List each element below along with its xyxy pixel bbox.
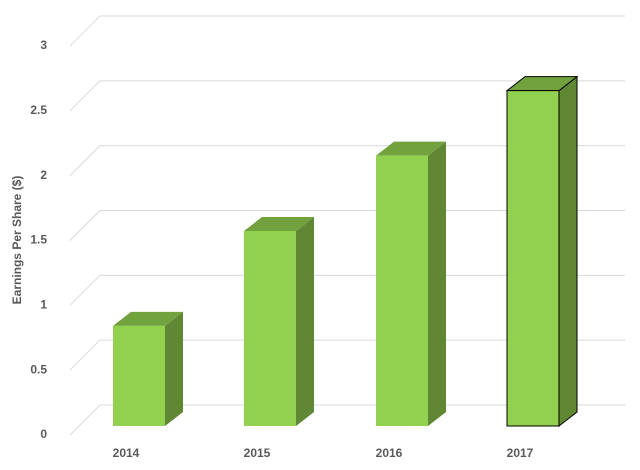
x-tick-label: 2015	[244, 446, 271, 460]
bar	[113, 325, 165, 426]
grid-line	[69, 339, 625, 371]
bar	[506, 90, 560, 427]
y-tick-label: 0.5	[30, 362, 47, 376]
bar-side	[428, 141, 446, 426]
y-axis-label: Earnings Per Share ($)	[10, 176, 24, 305]
grid-line	[69, 15, 625, 47]
y-tick-label: 1	[40, 298, 47, 312]
bar-top	[113, 311, 183, 326]
bar-top	[376, 141, 446, 156]
y-tick-label: 2	[40, 168, 47, 182]
x-tick-label: 2014	[113, 446, 140, 460]
y-tick-label: 2.5	[30, 103, 47, 117]
bar	[376, 155, 428, 426]
grid-line	[69, 80, 625, 112]
y-tick-label: 1.5	[30, 233, 47, 247]
bar-top	[244, 217, 314, 231]
bar	[244, 231, 296, 426]
y-tick-label: 3	[40, 38, 47, 52]
bar-side	[558, 75, 578, 428]
y-tick-label: 0	[40, 427, 47, 441]
bar-side	[296, 217, 314, 426]
grid-line	[69, 210, 625, 241]
bar-side	[165, 311, 183, 426]
x-tick-label: 2017	[507, 446, 534, 460]
grid-line	[69, 145, 625, 177]
grid-line	[69, 404, 625, 436]
x-tick-label: 2016	[376, 446, 403, 460]
grid-line	[69, 274, 625, 306]
